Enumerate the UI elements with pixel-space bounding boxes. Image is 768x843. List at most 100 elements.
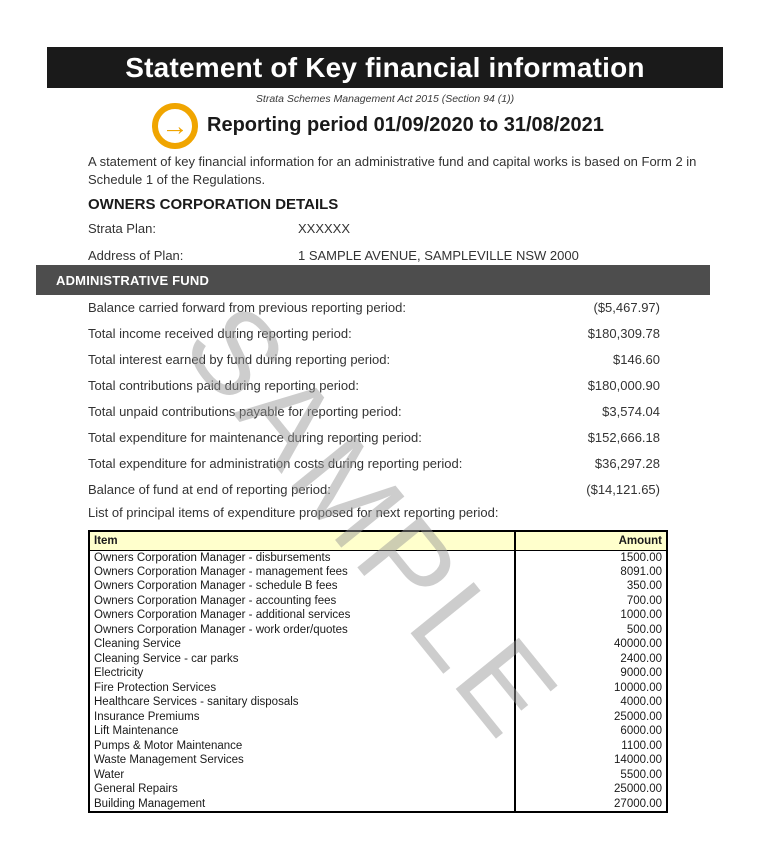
amount-column-header: Amount	[514, 531, 667, 551]
amount-cell: 4000.00	[514, 695, 667, 710]
expenditure-table: Item Amount Owners Corporation Manager -…	[88, 530, 668, 813]
table-row: Pumps & Motor Maintenance 1100.00	[89, 738, 667, 753]
amount-cell: 40000.00	[514, 637, 667, 652]
fund-summary-row: Total expenditure for administration cos…	[88, 456, 660, 482]
fund-row-value: $3,574.04	[602, 404, 660, 419]
item-cell: Lift Maintenance	[94, 725, 179, 738]
owners-corporation-fields: Strata Plan: XXXXXX Address of Plan: 1 S…	[88, 221, 688, 275]
fund-summary-row: Balance carried forward from previous re…	[88, 300, 660, 326]
amount-cell: 14000.00	[514, 753, 667, 768]
item-cell: Owners Corporation Manager - work order/…	[94, 623, 348, 636]
amount-cell: 5500.00	[514, 767, 667, 782]
address-of-plan-label: Address of Plan:	[88, 248, 184, 263]
fund-summary-row: Total unpaid contributions payable for r…	[88, 404, 660, 430]
document-title-bar: Statement of Key financial information	[47, 47, 723, 88]
fund-row-value: $152,666.18	[587, 430, 660, 445]
fund-row-label: Total contributions paid during reportin…	[88, 378, 360, 393]
item-cell: Water	[94, 768, 125, 781]
table-row: Lift Maintenance 6000.00	[89, 724, 667, 739]
arrow-right-glyph: →	[161, 110, 189, 141]
item-cell: General Repairs	[94, 783, 178, 796]
administrative-fund-rows: Balance carried forward from previous re…	[88, 300, 660, 508]
fund-row-label: Balance carried forward from previous re…	[88, 300, 406, 315]
table-row: Owners Corporation Manager - management …	[89, 564, 667, 579]
amount-cell: 27000.00	[514, 796, 667, 812]
amount-cell: 350.00	[514, 579, 667, 594]
table-row: Cleaning Service 40000.00	[89, 637, 667, 652]
item-cell: Waste Management Services	[94, 754, 244, 767]
fund-row-label: Total income received during reporting p…	[88, 326, 352, 341]
table-row: Insurance Premiums 25000.00	[89, 709, 667, 724]
amount-cell: 500.00	[514, 622, 667, 637]
table-row: Owners Corporation Manager - additional …	[89, 608, 667, 623]
item-cell: Cleaning Service - car parks	[94, 652, 239, 665]
fund-row-label: Total expenditure for maintenance during…	[88, 430, 422, 445]
fund-summary-row: Total expenditure for maintenance during…	[88, 430, 660, 456]
table-row: Waste Management Services 14000.00	[89, 753, 667, 768]
fund-row-value: ($14,121.65)	[586, 482, 660, 497]
administrative-fund-section-bar: ADMINISTRATIVE FUND	[36, 265, 710, 295]
table-row: Fire Protection Services 10000.00	[89, 680, 667, 695]
fund-row-value: $146.60	[613, 352, 660, 367]
act-subtitle: Strata Schemes Management Act 2015 (Sect…	[255, 93, 515, 105]
table-row: Building Management 27000.00	[89, 796, 667, 812]
expenditure-table-header-row: Item Amount	[89, 531, 667, 551]
strata-plan-row: Strata Plan: XXXXXX	[88, 221, 688, 248]
amount-cell: 6000.00	[514, 724, 667, 739]
item-cell: Healthcare Services - sanitary disposals	[94, 696, 299, 709]
table-row: Water 5500.00	[89, 767, 667, 782]
address-of-plan-row: Address of Plan: 1 SAMPLE AVENUE, SAMPLE…	[88, 248, 688, 275]
fund-summary-row: Total interest earned by fund during rep…	[88, 352, 660, 378]
amount-cell: 1500.00	[514, 550, 667, 565]
table-row: Owners Corporation Manager - disbursemen…	[89, 550, 667, 565]
table-row: Owners Corporation Manager - schedule B …	[89, 579, 667, 594]
fund-row-label: Balance of fund at end of reporting peri…	[88, 482, 331, 497]
table-row: Owners Corporation Manager - accounting …	[89, 593, 667, 608]
administrative-fund-heading: ADMINISTRATIVE FUND	[56, 272, 210, 288]
owners-corporation-heading: OWNERS CORPORATION DETAILS	[88, 196, 339, 213]
fund-row-value: $36,297.28	[594, 456, 660, 471]
fund-row-label: Total expenditure for administration cos…	[88, 456, 463, 471]
amount-cell: 1000.00	[514, 608, 667, 623]
table-row: Cleaning Service - car parks 2400.00	[89, 651, 667, 666]
amount-cell: 25000.00	[514, 709, 667, 724]
fund-row-value: $180,000.90	[587, 378, 660, 393]
fund-row-label: Total interest earned by fund during rep…	[88, 352, 391, 367]
strata-plan-value: XXXXXX	[298, 221, 351, 236]
item-cell: Owners Corporation Manager - additional …	[94, 609, 351, 622]
amount-cell: 25000.00	[514, 782, 667, 797]
item-column-header: Item	[89, 531, 515, 551]
fund-row-value: $180,309.78	[587, 326, 660, 341]
item-cell: Cleaning Service	[94, 638, 181, 651]
amount-cell: 9000.00	[514, 666, 667, 681]
reporting-period-heading: Reporting period 01/09/2020 to 31/08/202…	[207, 114, 604, 136]
item-cell: Electricity	[94, 667, 144, 680]
amount-cell: 1100.00	[514, 738, 667, 753]
strata-plan-label: Strata Plan:	[88, 221, 156, 236]
fund-summary-row: Total income received during reporting p…	[88, 326, 660, 352]
page-title: Statement of Key financial information	[125, 51, 645, 83]
fund-summary-row: Balance of fund at end of reporting peri…	[88, 482, 660, 508]
item-cell: Building Management	[94, 797, 206, 810]
item-cell: Pumps & Motor Maintenance	[94, 739, 243, 752]
amount-cell: 8091.00	[514, 564, 667, 579]
fund-row-label: Total unpaid contributions payable for r…	[88, 404, 402, 419]
amount-cell: 700.00	[514, 593, 667, 608]
item-cell: Insurance Premiums	[94, 710, 200, 723]
intro-paragraph: A statement of key financial information…	[88, 154, 697, 187]
table-row: General Repairs 25000.00	[89, 782, 667, 797]
amount-cell: 2400.00	[514, 651, 667, 666]
arrow-right-circle-icon: →	[152, 103, 198, 149]
item-cell: Owners Corporation Manager - accounting …	[94, 594, 337, 607]
table-row: Electricity 9000.00	[89, 666, 667, 681]
fund-summary-row: Total contributions paid during reportin…	[88, 378, 660, 404]
item-cell: Fire Protection Services	[94, 681, 217, 694]
fund-row-value: ($5,467.97)	[593, 300, 661, 315]
item-cell: Owners Corporation Manager - disbursemen…	[94, 551, 331, 564]
table-row: Owners Corporation Manager - work order/…	[89, 622, 667, 637]
item-cell: Owners Corporation Manager - schedule B …	[94, 580, 338, 593]
address-of-plan-value: 1 SAMPLE AVENUE, SAMPLEVILLE NSW 2000	[298, 248, 579, 263]
item-cell: Owners Corporation Manager - management …	[94, 565, 348, 578]
table-row: Healthcare Services - sanitary disposals…	[89, 695, 667, 710]
